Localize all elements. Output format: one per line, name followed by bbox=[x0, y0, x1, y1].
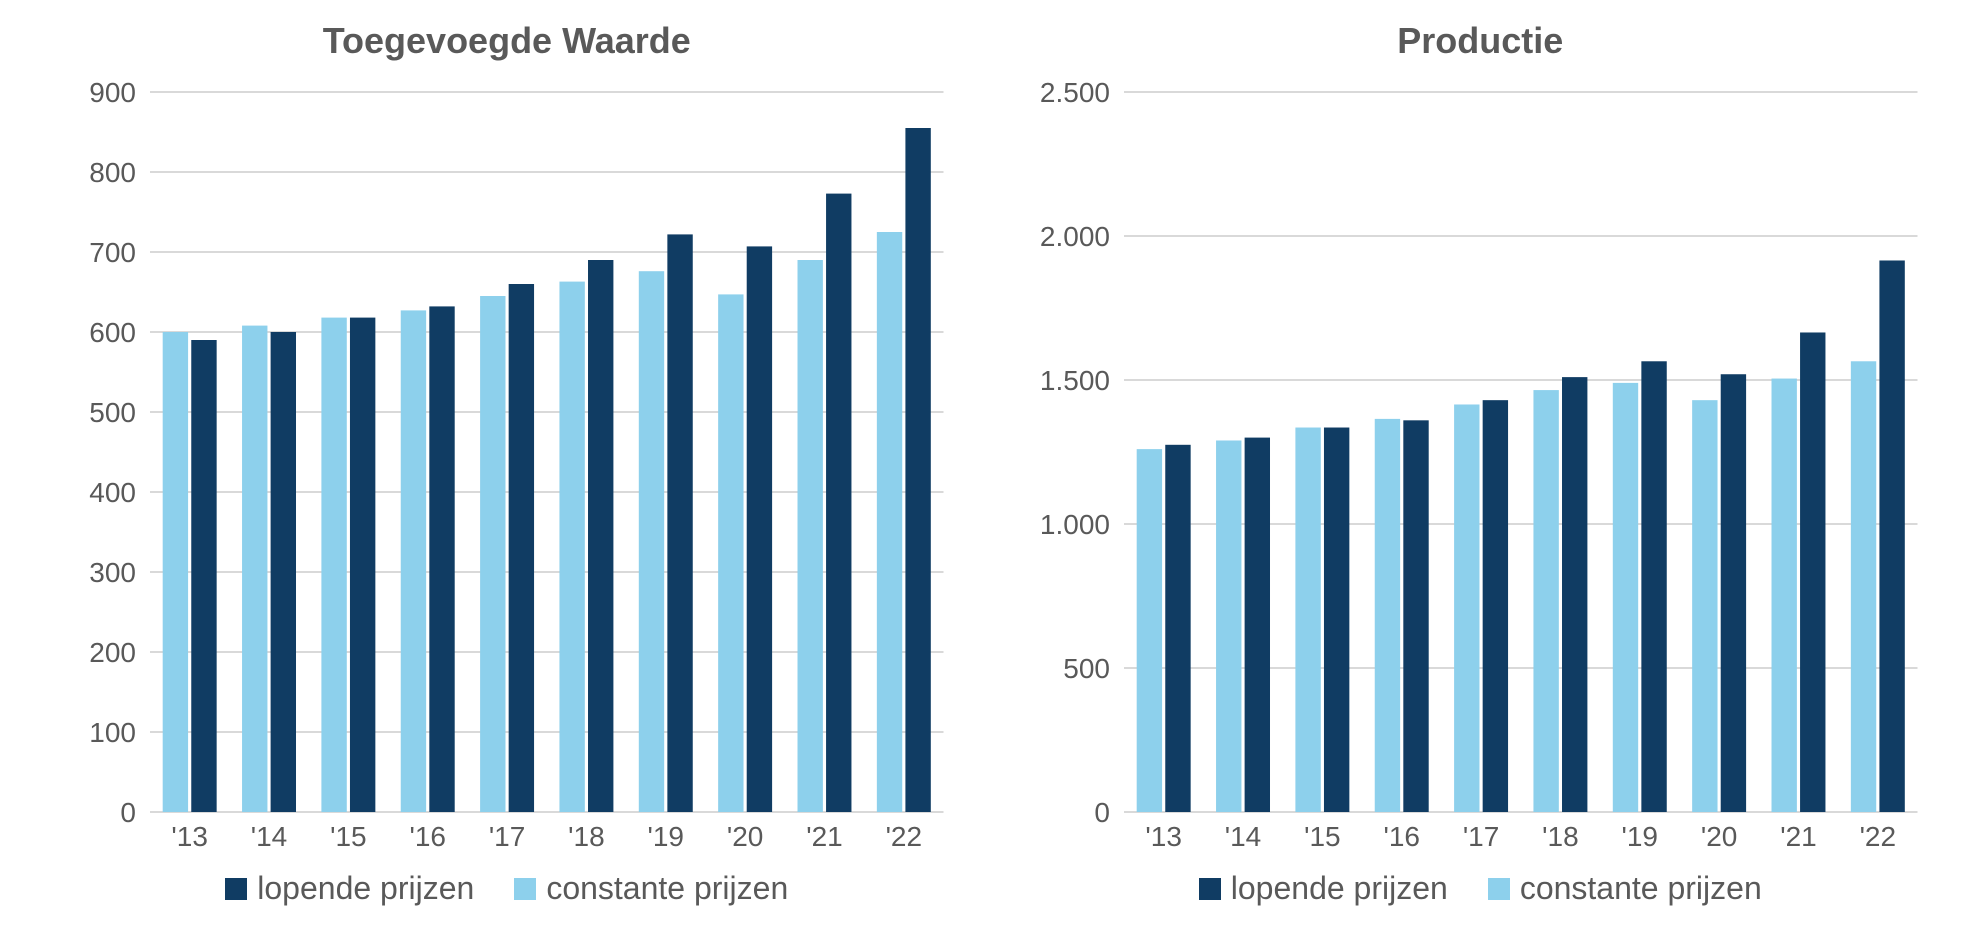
legend-label-constant: constante prijzen bbox=[1520, 870, 1762, 907]
bar-current bbox=[747, 246, 772, 812]
legend-swatch-current bbox=[1199, 878, 1221, 900]
bar-constant bbox=[321, 318, 346, 812]
bar-current bbox=[1403, 420, 1428, 812]
chart-svg: 0 100 200 300 400 500 600 700 800 900 '13 '14 '15 '16… bbox=[40, 82, 974, 852]
y-tick-label: 600 bbox=[89, 317, 136, 348]
legend-item-constant: constante prijzen bbox=[1488, 870, 1762, 907]
x-tick-label: '14 bbox=[1224, 821, 1261, 852]
bar-constant bbox=[480, 296, 505, 812]
y-tick-label: 700 bbox=[89, 237, 136, 268]
y-tick-label: 2.000 bbox=[1039, 221, 1109, 252]
bar-constant bbox=[639, 271, 664, 812]
bar-constant bbox=[242, 326, 267, 812]
chart-svg: 0 500 1.000 1.500 2.000 2.500 '13 '14 '15 '16 '17 '… bbox=[1014, 82, 1948, 852]
y-tick-label: 400 bbox=[89, 477, 136, 508]
bar-current bbox=[1720, 374, 1745, 812]
bar-current bbox=[191, 340, 216, 812]
y-tick-label: 2.500 bbox=[1039, 82, 1109, 108]
bar-constant bbox=[877, 232, 902, 812]
bar-current bbox=[1641, 361, 1666, 812]
bar-current bbox=[1482, 400, 1507, 812]
bar-constant bbox=[1295, 428, 1320, 812]
x-tick-label: '22 bbox=[1859, 821, 1896, 852]
legend-label-current: lopende prijzen bbox=[1231, 870, 1448, 907]
x-tick-label: '20 bbox=[727, 821, 764, 852]
bar-constant bbox=[797, 260, 822, 812]
x-tick-label: '19 bbox=[648, 821, 685, 852]
bar-constant bbox=[1136, 449, 1161, 812]
bar-current bbox=[826, 194, 851, 812]
bar-constant bbox=[1692, 400, 1717, 812]
x-tick-label: '21 bbox=[806, 821, 843, 852]
bar-constant bbox=[559, 282, 584, 812]
x-tick-label: '21 bbox=[1780, 821, 1817, 852]
x-tick-label: '15 bbox=[330, 821, 367, 852]
y-tick-label: 300 bbox=[89, 557, 136, 588]
bar-current bbox=[509, 284, 534, 812]
x-tick-label: '18 bbox=[568, 821, 605, 852]
bar-constant bbox=[1850, 361, 1875, 812]
bar-current bbox=[1562, 377, 1587, 812]
y-tick-label: 800 bbox=[89, 157, 136, 188]
x-tick-label: '22 bbox=[886, 821, 923, 852]
bar-current bbox=[1165, 445, 1190, 812]
bar-current bbox=[429, 306, 454, 812]
chart-title: Toegevoegde Waarde bbox=[40, 20, 974, 62]
x-tick-label: '17 bbox=[1462, 821, 1499, 852]
x-tick-label: '19 bbox=[1621, 821, 1658, 852]
y-tick-label: 0 bbox=[1094, 797, 1110, 828]
y-tick-label: 100 bbox=[89, 717, 136, 748]
chart-title: Productie bbox=[1014, 20, 1948, 62]
y-tick-label: 900 bbox=[89, 82, 136, 108]
legend-swatch-current bbox=[225, 878, 247, 900]
x-tick-label: '17 bbox=[489, 821, 526, 852]
x-tick-label: '16 bbox=[409, 821, 446, 852]
bar-current bbox=[1800, 332, 1825, 812]
chart-legend: lopende prijzen constante prijzen bbox=[40, 870, 974, 907]
y-tick-label: 500 bbox=[1063, 653, 1110, 684]
panel-productie: Productie 0 500 1.000 1.500 2.000 2.500 '13 '14… bbox=[994, 10, 1968, 907]
bar-current bbox=[667, 234, 692, 812]
x-tick-label: '16 bbox=[1383, 821, 1420, 852]
chart-plot-area: 0 500 1.000 1.500 2.000 2.500 '13 '14 '15 '16 '17 '… bbox=[1014, 82, 1948, 852]
y-tick-label: 1.500 bbox=[1039, 365, 1109, 396]
bar-constant bbox=[1612, 383, 1637, 812]
chart-legend: lopende prijzen constante prijzen bbox=[1014, 870, 1948, 907]
y-tick-label: 1.000 bbox=[1039, 509, 1109, 540]
x-tick-label: '15 bbox=[1304, 821, 1341, 852]
legend-item-current: lopende prijzen bbox=[1199, 870, 1448, 907]
bar-constant bbox=[718, 294, 743, 812]
bar-constant bbox=[1374, 419, 1399, 812]
legend-label-current: lopende prijzen bbox=[257, 870, 474, 907]
chart-plot-area: 0 100 200 300 400 500 600 700 800 900 '13 '14 '15 '16… bbox=[40, 82, 974, 852]
legend-item-constant: constante prijzen bbox=[514, 870, 788, 907]
x-tick-label: '20 bbox=[1700, 821, 1737, 852]
y-tick-label: 500 bbox=[89, 397, 136, 428]
legend-swatch-constant bbox=[1488, 878, 1510, 900]
bar-constant bbox=[401, 310, 426, 812]
x-tick-label: '13 bbox=[171, 821, 208, 852]
x-tick-label: '14 bbox=[251, 821, 288, 852]
legend-swatch-constant bbox=[514, 878, 536, 900]
legend-item-current: lopende prijzen bbox=[225, 870, 474, 907]
dual-chart-page: Toegevoegde Waarde 0 100 200 300 400 500 600 70… bbox=[0, 0, 1987, 927]
bar-constant bbox=[1454, 404, 1479, 812]
bar-current bbox=[1323, 428, 1348, 812]
bar-constant bbox=[1771, 379, 1796, 812]
bar-constant bbox=[1216, 440, 1241, 812]
bar-current bbox=[1244, 438, 1269, 812]
bar-constant bbox=[163, 332, 188, 812]
bar-current bbox=[271, 332, 296, 812]
bar-constant bbox=[1533, 390, 1558, 812]
x-tick-label: '13 bbox=[1145, 821, 1182, 852]
bar-current bbox=[905, 128, 930, 812]
y-tick-label: 0 bbox=[120, 797, 136, 828]
y-tick-label: 200 bbox=[89, 637, 136, 668]
bar-current bbox=[1879, 260, 1904, 812]
x-tick-label: '18 bbox=[1542, 821, 1579, 852]
bar-current bbox=[588, 260, 613, 812]
legend-label-constant: constante prijzen bbox=[546, 870, 788, 907]
bar-current bbox=[350, 318, 375, 812]
panel-toegevoegde-waarde: Toegevoegde Waarde 0 100 200 300 400 500 600 70… bbox=[20, 10, 994, 907]
